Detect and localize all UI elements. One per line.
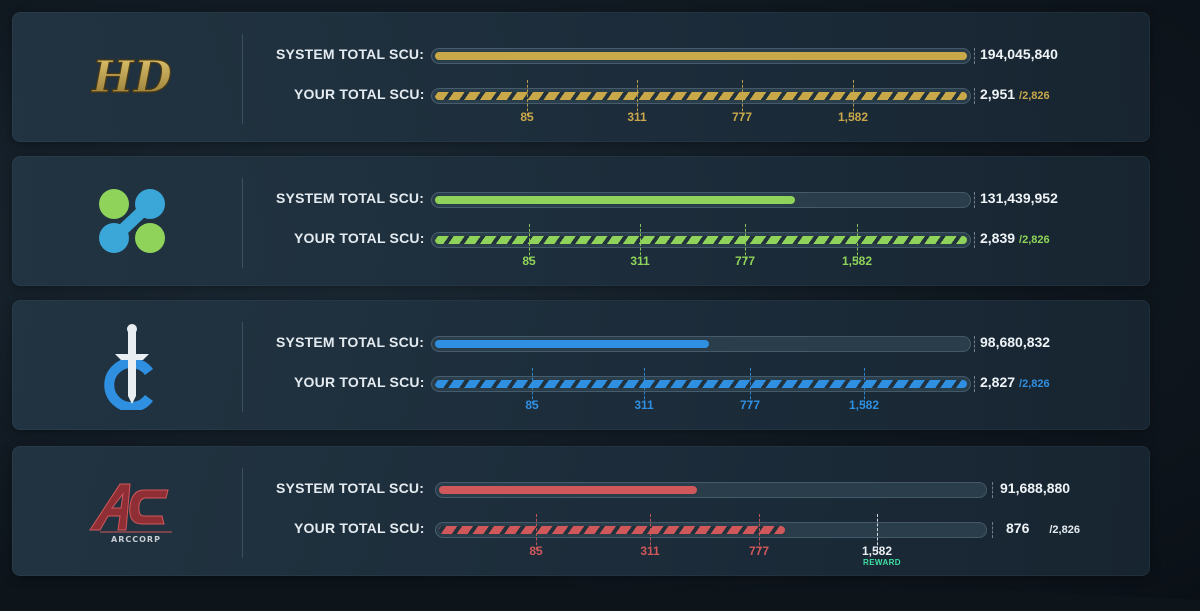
milestone-label: 1,582 [861,544,893,558]
your-total-bar [432,233,970,247]
your-total-fill [435,92,967,100]
crusader-logo [62,320,202,410]
panel-crusader: SYSTEM TOTAL SCU: YOUR TOTAL SCU: 85 311… [12,300,1150,430]
milestone-label: 311 [634,398,654,412]
panel-divider [242,178,243,268]
system-total-bar [432,49,970,63]
milestone-tick [853,80,855,116]
svg-text:ARCCORP: ARCCORP [111,535,161,544]
your-total-bar [432,89,970,103]
system-total-value: 91,688,880 [1000,480,1071,496]
your-total-fill [439,526,785,534]
your-total-value: 2,839/2,826 [980,230,1050,246]
your-total-cap: /2,826 [1019,378,1050,390]
hurston-logo: HD [62,32,202,122]
value-separator [974,232,976,248]
milestone-label: 777 [734,254,756,268]
milestone-tick [536,514,538,550]
system-total-bar [436,483,986,497]
your-total-value: 876/2,826 [1006,520,1080,536]
milestone-tick [750,368,752,404]
system-total-fill [439,486,697,494]
value-separator [992,522,994,538]
milestone-label: 85 [520,110,534,124]
panel-arccorp: ARCCORP SYSTEM TOTAL SCU: YOUR TOTAL SCU… [12,446,1150,576]
arccorp-logo: ARCCORP [62,466,202,556]
value-separator [974,336,976,352]
system-total-label: SYSTEM TOTAL SCU: [276,190,425,206]
milestone-label: 1,582 [841,254,873,268]
your-total-label: YOUR TOTAL SCU: [294,374,425,390]
milestone-tick [857,224,859,260]
value-separator [992,482,994,498]
system-total-value: 98,680,832 [980,334,1051,350]
milestone-tick [529,224,531,260]
milestone-tick [527,80,529,116]
your-total-count: 2,951 [980,86,1016,102]
milestone-label: 777 [731,110,753,124]
system-total-label: SYSTEM TOTAL SCU: [276,480,425,496]
milestone-label: 311 [627,110,647,124]
value-separator [974,48,976,64]
your-total-count: 876 [1006,520,1030,536]
panel-divider [242,468,243,558]
milestone-label: 311 [630,254,650,268]
your-total-label: YOUR TOTAL SCU: [294,86,425,102]
milestone-tick [650,514,652,550]
your-total-value: 2,951/2,826 [980,86,1050,102]
system-total-label: SYSTEM TOTAL SCU: [276,46,425,62]
svg-text:HD: HD [90,52,172,102]
your-total-cap: /2,826 [1019,234,1050,246]
milestone-label: 1,582 [837,110,869,124]
your-total-label: YOUR TOTAL SCU: [294,520,425,536]
system-total-value: 194,045,840 [980,46,1058,62]
milestone-tick [745,224,747,260]
system-total-fill [435,52,967,60]
reward-label: REWARD [863,558,901,567]
milestone-label: 1,582 [848,398,880,412]
your-total-count: 2,827 [980,374,1016,390]
milestone-tick [644,368,646,404]
your-total-cap: /2,826 [1019,90,1050,102]
panel-divider [242,322,243,412]
your-total-value: 2,827/2,826 [980,374,1050,390]
milestone-tick [532,368,534,404]
value-separator [974,192,976,208]
panel-hurston: HD SYSTEM TOTAL SCU: YOUR TOTAL SCU: 85 … [12,12,1150,142]
milestone-tick [742,80,744,116]
milestone-tick [640,224,642,260]
system-total-bar [432,337,970,351]
your-total-cap: /2,826 [1049,524,1080,536]
milestone-label: 777 [748,544,770,558]
panel-microtech: SYSTEM TOTAL SCU: YOUR TOTAL SCU: 85 311… [12,156,1150,286]
milestone-tick [759,514,761,550]
panel-divider [242,34,243,124]
system-total-label: SYSTEM TOTAL SCU: [276,334,425,350]
your-total-fill [435,380,967,388]
milestone-label: 777 [739,398,761,412]
microtech-logo [62,176,202,266]
value-separator [974,376,976,392]
milestone-label: 85 [525,398,539,412]
system-total-value: 131,439,952 [980,190,1058,206]
system-total-fill [435,340,709,348]
milestone-tick [864,368,866,404]
milestone-label: 311 [640,544,660,558]
your-total-bar [436,523,986,537]
system-total-bar [432,193,970,207]
your-total-fill [435,236,967,244]
milestone-label: 85 [529,544,543,558]
system-total-fill [435,196,795,204]
milestone-tick [637,80,639,116]
value-separator [974,88,976,104]
milestone-tick [877,514,879,550]
your-total-bar [432,377,970,391]
milestone-label: 85 [522,254,536,268]
your-total-label: YOUR TOTAL SCU: [294,230,425,246]
your-total-count: 2,839 [980,230,1016,246]
